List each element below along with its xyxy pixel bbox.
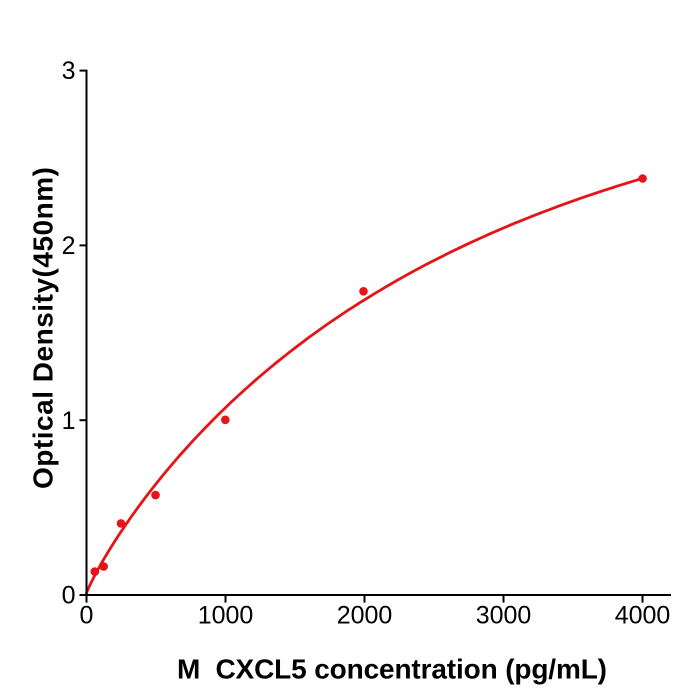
svg-text:0: 0 xyxy=(80,602,94,630)
svg-text:2000: 2000 xyxy=(337,602,393,630)
svg-text:3000: 3000 xyxy=(476,602,532,630)
svg-text:Optical Density(450nm): Optical Density(450nm) xyxy=(28,167,59,489)
svg-text:3: 3 xyxy=(62,57,76,85)
svg-text:1000: 1000 xyxy=(198,602,254,630)
svg-text:M CXCL5 concentration (pg/mL): M CXCL5 concentration (pg/mL) xyxy=(177,654,607,685)
svg-text:4000: 4000 xyxy=(615,602,671,630)
svg-text:2: 2 xyxy=(62,232,76,260)
svg-text:0: 0 xyxy=(62,582,76,610)
svg-text:1: 1 xyxy=(62,407,76,435)
